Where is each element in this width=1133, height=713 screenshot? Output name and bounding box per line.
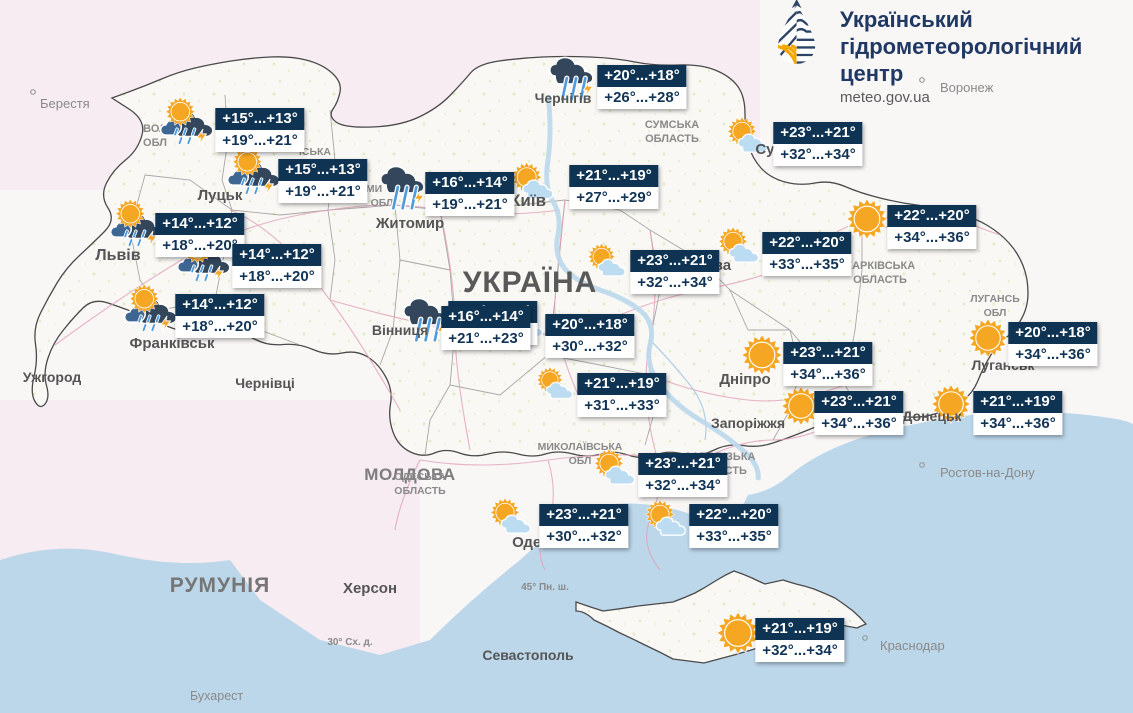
svg-text:Чернігів: Чернігів — [535, 90, 592, 106]
svg-text:Запоріжжя: Запоріжжя — [711, 415, 785, 431]
svg-text:45° Пн. ш.: 45° Пн. ш. — [521, 582, 569, 593]
svg-text:Ростов-на-Дону: Ростов-на-Дону — [940, 465, 1035, 480]
svg-text:Воронеж: Воронеж — [940, 80, 994, 95]
svg-text:Чернівці: Чернівці — [235, 375, 295, 391]
svg-text:30° Сх. д.: 30° Сх. д. — [327, 637, 373, 648]
svg-text:Вінниця: Вінниця — [372, 322, 428, 338]
svg-text:ОДЕСЬКА: ОДЕСЬКА — [394, 471, 446, 483]
svg-text:meteo.gov.ua: meteo.gov.ua — [840, 89, 930, 106]
svg-text:ОБЛ: ОБЛ — [143, 137, 167, 149]
svg-text:ХАРКІВСЬКА: ХАРКІВСЬКА — [845, 260, 915, 272]
svg-text:ОБЛАСТЬ: ОБЛАСТЬ — [645, 133, 699, 145]
svg-text:Донецьк: Донецьк — [902, 408, 962, 424]
svg-text:ОБЛАСТЬ: ОБЛАСТЬ — [853, 274, 907, 286]
svg-text:ОБЛ: ОБЛ — [984, 307, 1007, 319]
svg-text:Дніпро: Дніпро — [719, 371, 770, 388]
svg-text:Берестя: Берестя — [40, 96, 90, 111]
svg-text:Севастополь: Севастополь — [482, 647, 574, 663]
svg-text:УКРАЇНА: УКРАЇНА — [463, 266, 598, 299]
svg-text:ОБЛ: ОБЛ — [569, 455, 592, 467]
svg-text:Херсон: Херсон — [343, 580, 397, 597]
svg-text:ОБЛАСТЬ: ОБЛАСТЬ — [394, 485, 446, 497]
svg-text:Ужгород: Ужгород — [23, 369, 82, 385]
svg-text:Львів: Львів — [95, 247, 140, 264]
svg-text:Луцьк: Луцьк — [198, 187, 243, 204]
svg-text:ЛУГАНСЬ: ЛУГАНСЬ — [970, 293, 1020, 305]
svg-text:Український: Український — [840, 7, 973, 32]
svg-text:Житомир: Житомир — [375, 215, 444, 232]
svg-text:Бухарест: Бухарест — [190, 689, 243, 703]
svg-text:ОБЛ: ОБЛ — [371, 197, 394, 209]
svg-text:гідрометеорологічний: гідрометеорологічний — [840, 34, 1082, 59]
svg-text:Київ: Київ — [510, 191, 546, 210]
svg-text:РУМУНІЯ: РУМУНІЯ — [170, 574, 270, 597]
svg-text:центр: центр — [840, 61, 903, 86]
svg-text:Краснодар: Краснодар — [880, 638, 945, 653]
svg-text:СУМСЬКА: СУМСЬКА — [645, 119, 699, 131]
